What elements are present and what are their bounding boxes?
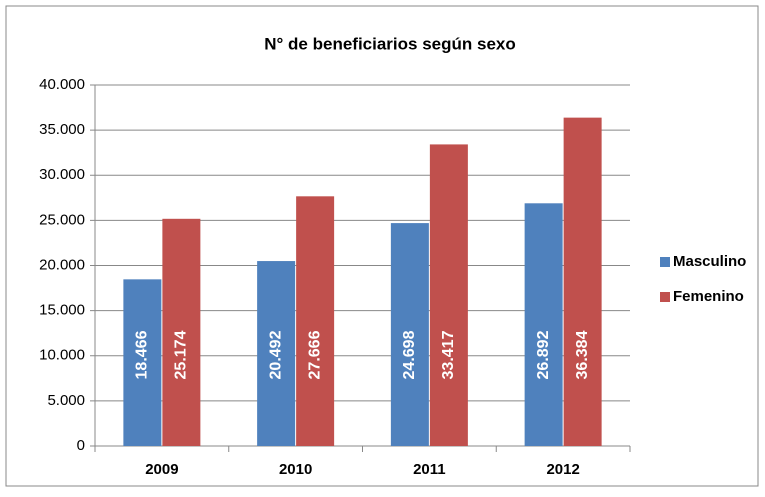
y-tick-label: 35.000: [39, 121, 85, 138]
bar: [563, 117, 602, 446]
y-tick-label: 40.000: [39, 76, 85, 93]
bar: [429, 144, 468, 447]
legend-label: Masculino: [673, 253, 746, 270]
x-tick-label: 2012: [546, 461, 579, 478]
y-tick-label: 10.000: [39, 347, 85, 364]
value-label: 27.666: [306, 330, 323, 379]
y-tick-label: 5.000: [47, 392, 85, 409]
legend-swatch: [660, 257, 670, 267]
value-label: 25.174: [173, 330, 190, 379]
bar: [123, 279, 162, 446]
bar: [296, 196, 335, 446]
x-tick-label: 2011: [413, 461, 446, 478]
legend-label: Femenino: [673, 288, 744, 305]
chart-border: [5, 5, 759, 487]
bar: [162, 218, 201, 446]
chart-title: N° de beneficiarios según sexo: [264, 34, 516, 53]
value-label: 26.892: [535, 330, 552, 379]
y-tick-label: 15.000: [39, 302, 85, 319]
value-label: 33.417: [440, 330, 457, 379]
y-tick-label: 0: [77, 437, 85, 454]
value-label: 20.492: [267, 330, 284, 379]
value-label: 24.698: [401, 330, 418, 379]
y-tick-label: 25.000: [39, 211, 85, 228]
y-tick-label: 30.000: [39, 166, 85, 183]
x-tick-label: 2010: [279, 461, 312, 478]
bar: [524, 203, 563, 446]
y-tick-label: 20.000: [39, 256, 85, 273]
x-tick-label: 2009: [145, 461, 178, 478]
value-label: 18.466: [134, 330, 151, 379]
bar: [257, 261, 296, 446]
bar: [390, 223, 429, 446]
legend-swatch: [660, 292, 670, 302]
value-label: 36.384: [574, 330, 591, 379]
